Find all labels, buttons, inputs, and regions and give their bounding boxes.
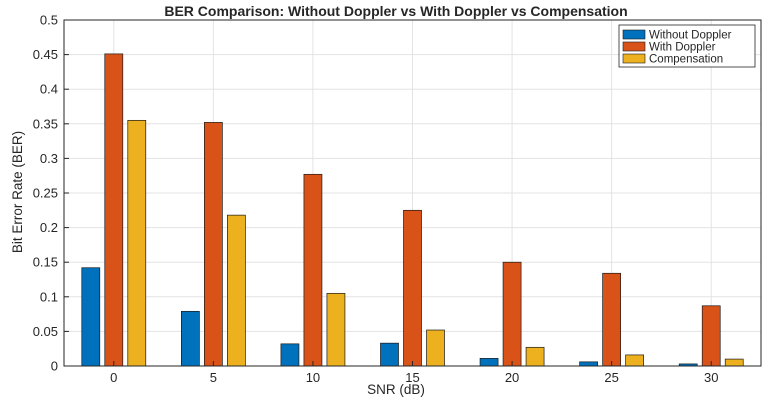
bar-compensation xyxy=(127,119,147,367)
bar-with-doppler xyxy=(403,209,422,367)
bar-compensation xyxy=(426,329,445,367)
y-tick-labels: 0 0.05 0.1 0.15 0.2 0.25 0.3 0.35 0.4 0.45 0.5 xyxy=(33,13,69,374)
bar-with-doppler xyxy=(502,261,522,367)
legend-label: Compensation xyxy=(649,54,723,66)
y-tick-label: 0.45 xyxy=(33,47,58,62)
y-tick-label: 0.05 xyxy=(33,324,58,339)
bar-without-doppler xyxy=(479,358,499,367)
legend-label: Without Doppler xyxy=(649,30,732,42)
bar-compensation xyxy=(525,346,545,367)
bar-compensation xyxy=(724,358,744,367)
bar-with-doppler xyxy=(104,53,124,367)
bar-compensation xyxy=(227,214,246,367)
x-tick-labels: 0 5 10 15 20 25 30 xyxy=(110,361,718,385)
bar-compensation xyxy=(625,354,644,367)
bar-without-doppler xyxy=(181,310,200,367)
legend-swatch xyxy=(622,41,646,52)
bar-with-doppler xyxy=(602,272,621,367)
bar-without-doppler xyxy=(280,343,300,367)
chart-title: BER Comparison: Without Doppler vs With … xyxy=(164,3,627,19)
x-tick-label: 0 xyxy=(110,370,117,385)
x-tick-label: 15 xyxy=(405,370,419,385)
y-axis-label: Bit Error Rate (BER) xyxy=(10,131,25,253)
y-tick-label: 0.35 xyxy=(33,116,58,131)
legend-swatch xyxy=(622,29,646,40)
bar-with-doppler xyxy=(701,305,721,367)
x-tick-label: 10 xyxy=(306,370,320,385)
y-tick-label: 0 xyxy=(51,359,58,374)
y-tick-label: 0.2 xyxy=(40,220,58,235)
y-tick-label: 0.3 xyxy=(40,151,58,166)
x-tick-label: 5 xyxy=(210,370,217,385)
y-tick-label: 0.1 xyxy=(40,289,58,304)
legend-label: With Doppler xyxy=(649,42,716,54)
bar-without-doppler xyxy=(380,342,399,367)
x-tick-label: 20 xyxy=(505,370,519,385)
y-tick-label: 0.5 xyxy=(40,13,58,28)
bar-compensation xyxy=(326,292,346,367)
y-tick-label: 0.4 xyxy=(40,82,58,97)
x-tick-label: 30 xyxy=(704,370,718,385)
y-tick-label: 0.25 xyxy=(33,186,58,201)
legend-swatch xyxy=(622,53,646,64)
x-tick-label: 25 xyxy=(604,370,618,385)
y-tick-label: 0.15 xyxy=(33,255,58,270)
bar-with-doppler xyxy=(303,173,323,367)
bar-without-doppler xyxy=(81,267,101,367)
bar-without-doppler xyxy=(579,361,598,367)
x-axis-label: SNR (dB) xyxy=(367,382,425,397)
bar-with-doppler xyxy=(204,122,223,367)
